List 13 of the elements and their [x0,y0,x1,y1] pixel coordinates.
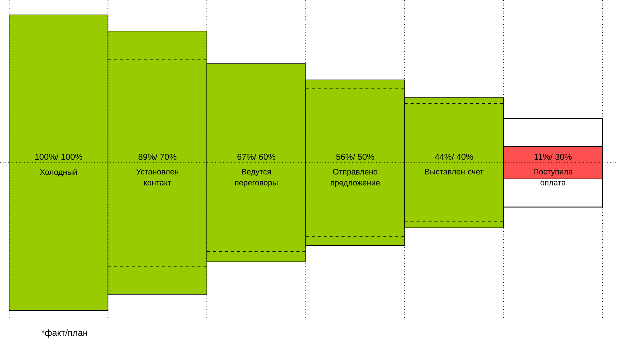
data-label: 30% [556,154,572,160]
data-label: 44%/ [435,154,454,160]
data-label: 70% [160,154,177,160]
data-label: 11%/ [534,154,553,160]
data-label: 40% [456,154,474,160]
data-label: 60% [259,154,276,160]
text: *факт/план [42,330,88,338]
data-label: 56%/ [336,154,356,160]
data-label: 67%/ [238,154,257,160]
data-label: 100%/ [35,154,59,160]
data-label: 50% [358,154,374,160]
data-label: 89%/ [138,154,158,160]
data-label: 100% [62,154,82,160]
